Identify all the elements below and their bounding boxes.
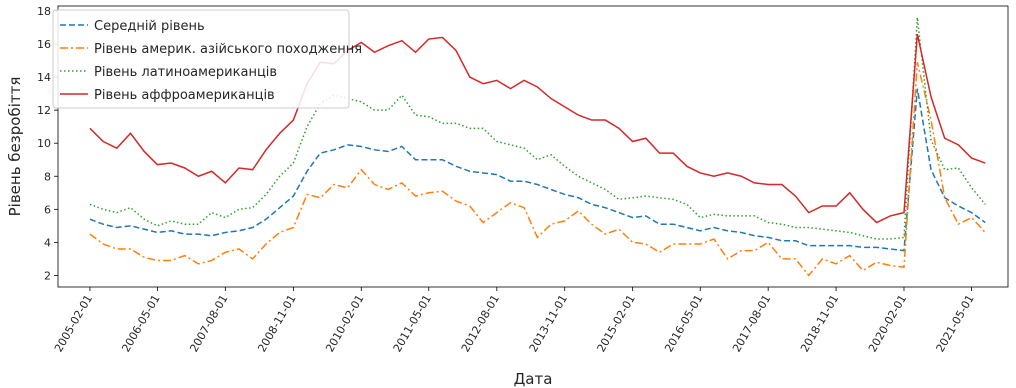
x-tick-label: 2012-08-01 <box>459 293 502 355</box>
legend-label: Середній рівень <box>94 19 205 34</box>
series-line-4 <box>89 33 986 224</box>
x-tick-label: 2017-08-01 <box>730 293 773 355</box>
x-tick-label: 2016-05-01 <box>662 293 705 355</box>
plot-area-frame <box>57 5 1009 288</box>
x-tick-label: 2010-02-01 <box>323 293 366 355</box>
x-tick-label: 2021-05-01 <box>934 293 977 355</box>
legend: Середній рівень Рівень америк. азійського… <box>52 9 362 109</box>
x-tick-label: 2007-08-01 <box>187 293 230 355</box>
y-tick-label: 14 <box>37 71 51 84</box>
x-tick-label: 2018-11-01 <box>798 293 841 355</box>
x-tick-label: 2005-02-01 <box>52 293 95 355</box>
y-tick-label: 8 <box>44 170 51 183</box>
y-tick-label: 6 <box>44 203 51 216</box>
x-tick-label: 2008-11-01 <box>255 293 298 355</box>
x-tick-label: 2015-02-01 <box>595 293 638 355</box>
x-axis-label: Дата <box>514 370 553 388</box>
y-tick-label: 10 <box>37 137 51 150</box>
x-tick-label: 2013-11-01 <box>527 293 570 355</box>
y-tick-label: 4 <box>44 236 51 249</box>
x-tick-label: 2011-05-01 <box>391 293 434 355</box>
plot-lines <box>89 17 986 277</box>
y-tick-label: 12 <box>37 104 51 117</box>
x-axis: 2005-02-01 2006-05-01 2007-08-01 2008-11-01… <box>52 287 977 354</box>
series-line-1 <box>89 88 986 252</box>
y-axis-label: Рівень безробіття <box>6 77 24 217</box>
legend-box <box>52 9 350 109</box>
series-line-2 <box>89 62 986 277</box>
legend-label: Рівень америк. азійського походження <box>94 42 362 57</box>
y-axis: 2 4 6 8 10 12 14 16 18 <box>37 5 58 282</box>
x-tick-label: 2006-05-01 <box>119 293 162 355</box>
series-line-3 <box>89 17 986 240</box>
legend-label: Рівень латиноамериканців <box>94 65 277 80</box>
y-tick-label: 2 <box>44 269 51 282</box>
legend-label: Рівень аффроамериканців <box>94 88 275 103</box>
y-tick-label: 18 <box>37 5 51 18</box>
y-tick-label: 16 <box>37 38 51 51</box>
x-tick-label: 2020-02-01 <box>866 293 909 355</box>
